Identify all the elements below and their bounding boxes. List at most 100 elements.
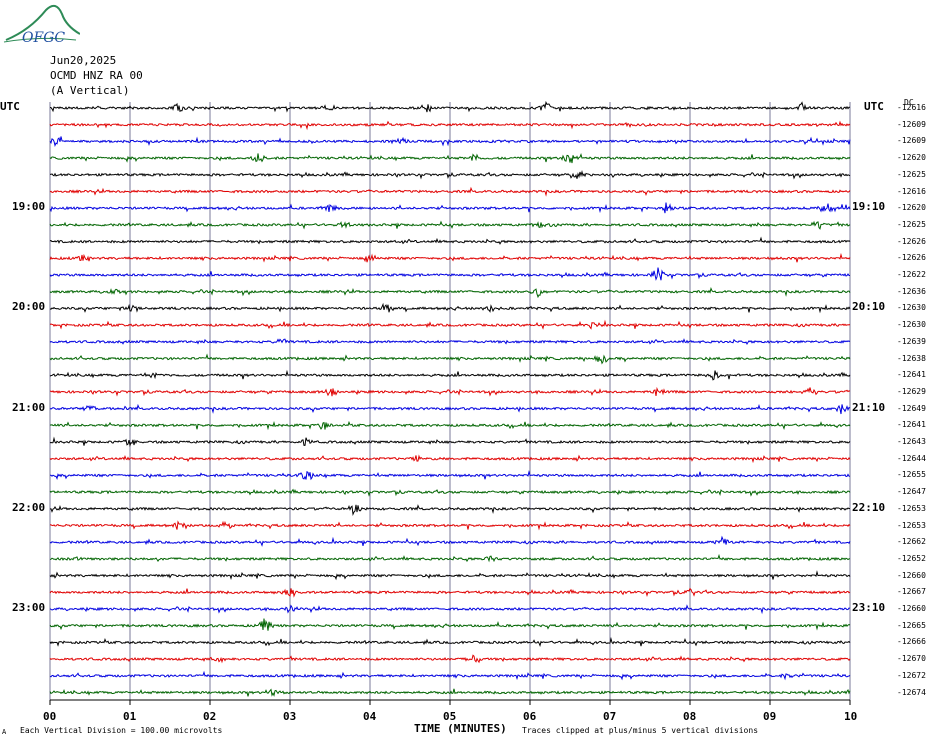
- dc-offset-4: -12625: [897, 169, 926, 179]
- right-time-0: 19:10: [852, 200, 886, 214]
- trace-5: [49, 186, 851, 197]
- trace-1: [49, 120, 851, 131]
- dc-offset-19: -12641: [897, 420, 926, 430]
- dc-offset-5: -12616: [897, 186, 926, 196]
- utc-left-label: UTC: [0, 100, 20, 113]
- dc-offset-18: -12649: [897, 403, 926, 413]
- dc-offset-1: -12609: [897, 119, 926, 129]
- scale-note: Each Vertical Division = 100.00 microvol…: [20, 726, 223, 735]
- dc-offset-17: -12629: [897, 386, 926, 396]
- dc-offset-33: -12670: [897, 654, 926, 664]
- trace-30: [49, 604, 851, 615]
- trace-32: [49, 636, 851, 648]
- x-tick-label-09: 09: [763, 710, 777, 723]
- trace-8: [49, 236, 851, 245]
- trace-25: [49, 520, 851, 531]
- header-component: (A Vertical): [50, 84, 130, 97]
- dc-offset-14: -12639: [897, 336, 926, 346]
- trace-21: [49, 454, 851, 464]
- trace-15: [49, 353, 851, 365]
- trace-7: [49, 220, 851, 230]
- corner-mark: A: [2, 728, 7, 736]
- right-time-1: 20:10: [852, 300, 886, 314]
- right-time-4: 23:10: [852, 601, 886, 614]
- trace-31: [49, 618, 851, 631]
- dc-offset-6: -12620: [897, 203, 926, 213]
- trace-23: [49, 488, 851, 497]
- dc-offset-26: -12662: [897, 537, 926, 547]
- dc-offset-32: -12666: [897, 637, 926, 647]
- dc-offset-13: -12630: [897, 320, 926, 330]
- dc-offset-2: -12609: [897, 136, 926, 146]
- x-tick-label-01: 01: [123, 710, 137, 723]
- trace-18: [49, 403, 851, 415]
- dc-offset-10: -12622: [897, 270, 926, 279]
- logo-text: OFGC: [22, 30, 65, 46]
- dc-offset-16: -12641: [897, 370, 926, 380]
- dc-offset-35: -12674: [897, 687, 926, 697]
- ofgc-logo: OFGC: [3, 4, 80, 46]
- left-time-3: 22:00: [12, 500, 46, 514]
- trace-12: [49, 302, 851, 314]
- trace-22: [50, 469, 851, 481]
- clip-note: Traces clipped at plus/minus 5 vertical …: [522, 726, 759, 735]
- trace-9: [49, 252, 851, 263]
- left-time-1: 20:00: [12, 300, 46, 314]
- x-tick-label-03: 03: [283, 710, 297, 723]
- trace-16: [49, 369, 851, 381]
- dc-offset-7: -12625: [897, 219, 926, 229]
- trace-17: [49, 386, 851, 397]
- left-time-2: 21:00: [12, 400, 46, 414]
- dc-offset-20: -12643: [897, 437, 926, 446]
- x-tick-label-06: 06: [523, 710, 537, 723]
- x-tick-label-04: 04: [363, 710, 377, 723]
- trace-27: [49, 553, 851, 563]
- trace-28: [49, 570, 851, 581]
- x-tick-label-00: 00: [43, 710, 57, 723]
- dc-offset-21: -12644: [897, 453, 926, 463]
- dc-offset-34: -12672: [897, 670, 926, 680]
- trace-26: [49, 535, 851, 547]
- dc-offset-11: -12636: [897, 286, 926, 296]
- dc-offset-25: -12653: [897, 520, 926, 530]
- x-axis-title: TIME (MINUTES): [414, 722, 507, 735]
- dc-offset-8: -12626: [897, 236, 926, 246]
- dc-offset-0: -12616: [897, 103, 926, 112]
- right-time-3: 22:10: [852, 500, 886, 514]
- dc-offset-15: -12638: [897, 353, 926, 363]
- dc-offset-24: -12653: [897, 503, 926, 513]
- trace-6: [49, 202, 851, 214]
- x-tick-label-10: 10: [844, 710, 858, 723]
- trace-13: [49, 319, 851, 330]
- trace-11: [49, 286, 851, 299]
- left-time-0: 19:00: [12, 200, 46, 214]
- dc-offset-9: -12626: [897, 253, 926, 263]
- x-tick-label-02: 02: [203, 710, 217, 723]
- x-tick-label-07: 07: [603, 710, 617, 723]
- trace-20: [49, 436, 851, 448]
- dc-offset-23: -12647: [897, 487, 926, 497]
- trace-29: [49, 587, 851, 598]
- trace-3: [49, 153, 851, 164]
- dc-offset-31: -12665: [897, 620, 926, 630]
- dc-offset-30: -12660: [897, 604, 926, 613]
- trace-4: [49, 170, 851, 180]
- header-date: Jun20,2025: [50, 54, 117, 67]
- trace-0: [49, 100, 850, 113]
- utc-right-label: UTC: [864, 100, 884, 113]
- trace-35: [49, 688, 851, 697]
- x-tick-label-05: 05: [443, 710, 457, 723]
- dc-label: DC: [904, 98, 914, 107]
- right-time-2: 21:10: [852, 400, 886, 414]
- trace-19: [49, 420, 851, 431]
- x-tick-label-08: 08: [683, 710, 697, 723]
- dc-offset-3: -12620: [897, 153, 926, 163]
- trace-33: [49, 654, 851, 664]
- header-station: OCMD HNZ RA 00: [50, 69, 143, 82]
- dc-offset-22: -12655: [897, 470, 926, 480]
- dc-offset-29: -12667: [897, 587, 926, 597]
- left-time-4: 23:00: [12, 601, 46, 614]
- trace-10: [49, 267, 850, 281]
- dc-offset-27: -12652: [897, 553, 926, 563]
